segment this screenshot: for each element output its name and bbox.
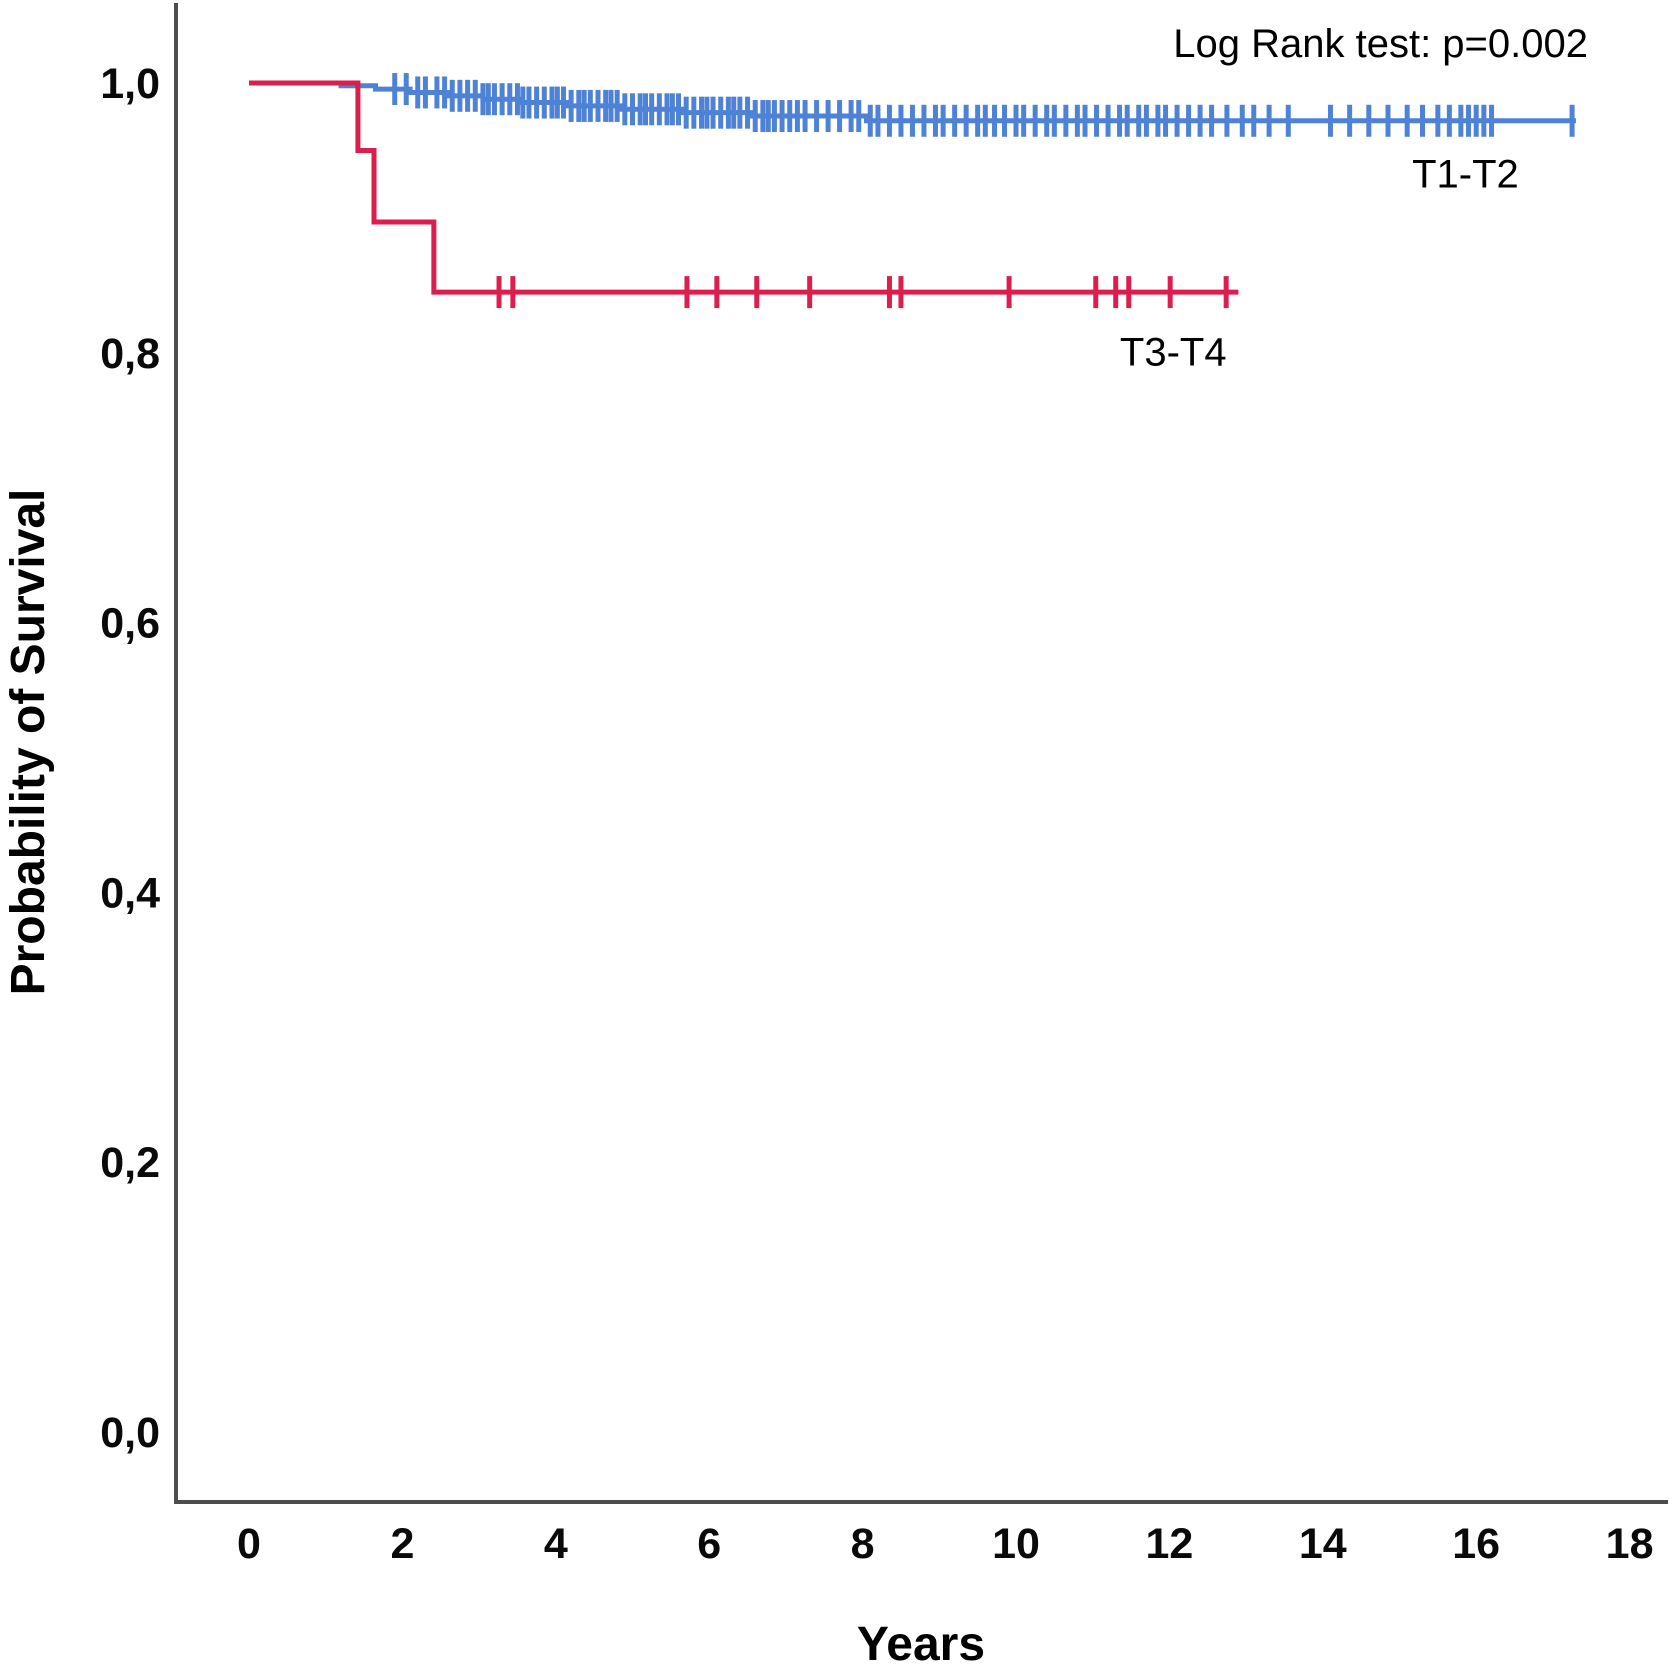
series-t1-t2: T1-T2: [249, 73, 1576, 196]
series-label-t3-t4: T3-T4: [1120, 330, 1227, 374]
x-tick-label: 8: [851, 1520, 875, 1568]
x-tick-label: 4: [544, 1520, 568, 1568]
x-tick-label: 0: [237, 1520, 261, 1568]
x-tick-label: 6: [697, 1520, 721, 1568]
censor-marks-t3-t4: [496, 276, 1229, 309]
y-tick-label: 0,6: [100, 600, 160, 648]
y-tick-label: 1,0: [100, 60, 160, 108]
x-tick-label: 12: [1145, 1520, 1193, 1568]
series-t3-t4: T3-T4: [249, 80, 1239, 374]
x-tick-label: 14: [1299, 1520, 1347, 1568]
series-line-t3-t4: [249, 80, 1239, 295]
y-tick-label: 0,8: [100, 330, 160, 378]
censor-marks-t1-t2: [392, 73, 1575, 137]
x-tick-label: 16: [1452, 1520, 1500, 1568]
x-tick-label: 10: [992, 1520, 1040, 1568]
x-tick-label: 18: [1606, 1520, 1654, 1568]
log-rank-annotation: Log Rank test: p=0.002: [1173, 22, 1588, 66]
y-tick-label: 0,0: [100, 1409, 160, 1457]
series-label-t1-t2: T1-T2: [1412, 152, 1519, 196]
x-tick-label: 2: [390, 1520, 414, 1568]
y-axis-title: Probability of Survival: [2, 489, 55, 996]
x-axis-title: Years: [857, 1618, 985, 1668]
tick-labels: 0 2 4 6 8 10 12 14 16 18 0,0 0,2 0,4 0,6 0,8 1,0: [100, 60, 1653, 1568]
y-tick-label: 0,4: [100, 869, 160, 917]
y-tick-label: 0,2: [100, 1139, 160, 1187]
series-layer: T1-T2 T3-T4: [249, 73, 1576, 374]
axes: [174, 3, 1668, 1504]
